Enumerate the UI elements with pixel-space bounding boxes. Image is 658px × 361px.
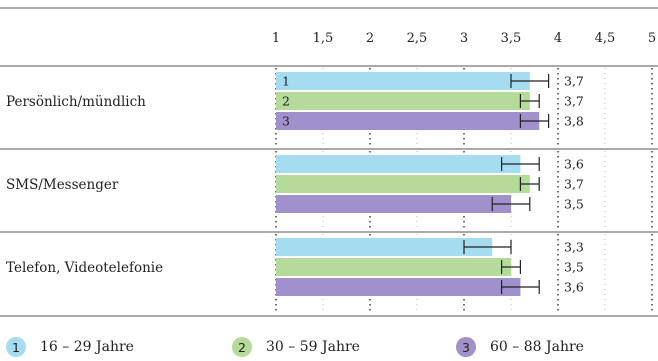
bar	[276, 155, 521, 173]
bar	[276, 258, 511, 276]
bar	[276, 72, 530, 90]
chart: 1 1,5 2 2,5 3 3,5 4 4,5 5 Persönlich/mündlich SMS/…	[0, 7, 658, 317]
legend-item-2: 2 30 – 59 Jahre	[232, 337, 360, 357]
legend-badge-3: 3	[456, 337, 476, 357]
bar	[276, 175, 530, 193]
category-label: Telefon, Videotelefonie	[6, 260, 163, 276]
value-label: 3,5	[564, 260, 584, 275]
x-tick-label: 4,5	[595, 31, 616, 46]
value-label: 3,6	[564, 280, 584, 295]
bar	[276, 112, 540, 130]
legend-badge-1: 1	[6, 337, 26, 357]
legend-item-3: 3 60 – 88 Jahre	[456, 337, 584, 357]
x-tick-label: 3	[460, 31, 468, 46]
bar	[276, 195, 511, 213]
x-tick-label: 2,5	[407, 31, 428, 46]
value-label: 3,7	[564, 74, 584, 89]
legend-badge-2: 2	[232, 337, 252, 357]
value-label: 3,7	[564, 94, 584, 109]
x-tick-label: 5	[648, 31, 656, 46]
x-tick-label: 1	[272, 31, 280, 46]
value-label: 3,3	[564, 240, 584, 255]
value-label: 3,7	[564, 177, 584, 192]
bar	[276, 238, 493, 256]
legend-label-1: 16 – 29 Jahre	[40, 339, 134, 355]
bar-index-label: 1	[282, 74, 290, 89]
x-tick-label: 1,5	[313, 31, 334, 46]
value-label: 3,8	[564, 114, 584, 129]
legend: 1 16 – 29 Jahre 2 30 – 59 Jahre 3 60 – 8…	[0, 337, 658, 361]
bar	[276, 92, 530, 110]
legend-item-1: 1 16 – 29 Jahre	[6, 337, 134, 357]
category-label: SMS/Messenger	[6, 177, 119, 193]
x-tick-label: 3,5	[501, 31, 522, 46]
bar	[276, 278, 521, 296]
legend-label-2: 30 – 59 Jahre	[266, 339, 360, 355]
bar-index-label: 3	[282, 114, 290, 129]
x-tick-label: 4	[554, 31, 562, 46]
bar-index-label: 2	[282, 94, 290, 109]
legend-label-3: 60 – 88 Jahre	[490, 339, 584, 355]
value-label: 3,6	[564, 157, 584, 172]
category-label: Persönlich/mündlich	[6, 94, 146, 110]
value-label: 3,5	[564, 197, 584, 212]
x-tick-label: 2	[366, 31, 374, 46]
